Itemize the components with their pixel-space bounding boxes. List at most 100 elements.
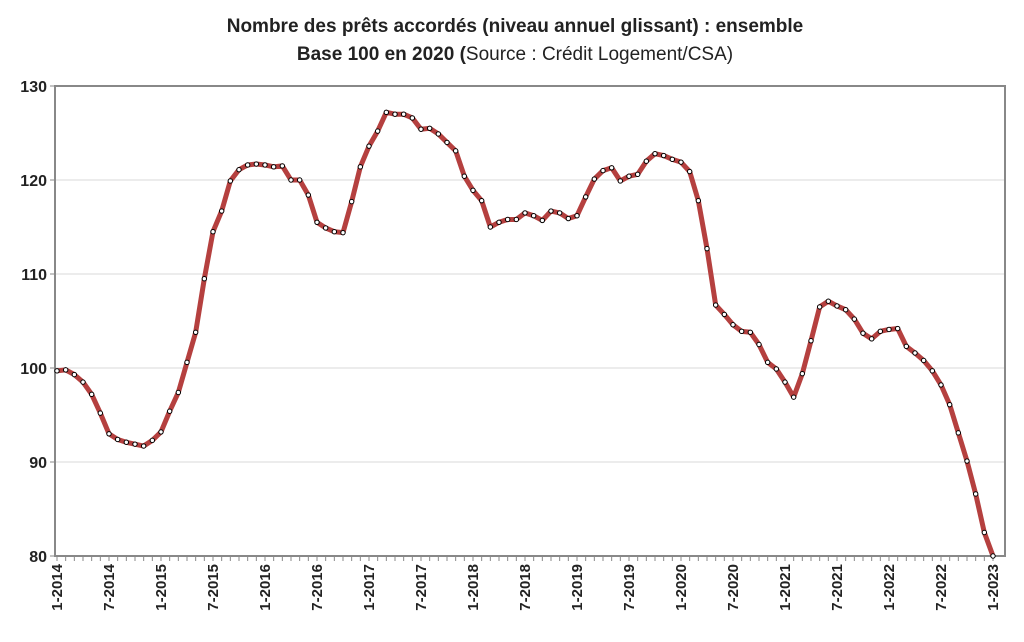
data-point: [877, 328, 884, 335]
y-tick-label: 90: [29, 455, 47, 472]
x-tick-label: 7-2022: [933, 564, 950, 611]
data-point: [366, 143, 372, 149]
data-point: [392, 111, 398, 117]
data-point: [946, 401, 953, 408]
data-point: [88, 391, 95, 398]
data-point: [270, 164, 277, 170]
data-point: [114, 436, 121, 443]
data-point: [175, 389, 182, 396]
x-tick-label: 1-2018: [465, 564, 482, 611]
data-point: [920, 357, 927, 364]
data-point: [851, 316, 858, 322]
data-point: [894, 325, 901, 332]
data-point: [201, 276, 208, 282]
x-tick-label: 1-2023: [985, 564, 1002, 611]
data-point: [218, 208, 225, 214]
data-point: [140, 443, 147, 449]
subtitle-source: Source : Crédit Logement/CSA): [466, 44, 733, 65]
data-point: [955, 430, 962, 436]
data-point: [305, 192, 312, 198]
data-point: [565, 215, 572, 222]
x-tick-label: 7-2016: [309, 564, 326, 611]
data-point: [322, 225, 329, 231]
x-tick-label: 7-2018: [517, 564, 534, 611]
x-tick-label: 1-2016: [257, 564, 274, 611]
data-point: [591, 176, 598, 182]
data-point: [868, 336, 875, 342]
data-point: [409, 115, 416, 121]
data-point: [400, 111, 407, 117]
data-point: [374, 128, 381, 134]
data-point: [461, 173, 468, 179]
data-point: [808, 338, 814, 344]
data-point: [62, 367, 69, 373]
x-tick-label: 7-2014: [101, 563, 118, 610]
x-tick-label: 7-2015: [205, 564, 222, 611]
data-point: [764, 359, 771, 366]
data-point: [97, 410, 104, 416]
data-point: [314, 219, 320, 226]
x-tick-label: 1-2020: [673, 564, 690, 611]
data-point: [981, 529, 988, 536]
data-point: [747, 329, 754, 335]
data-point: [556, 210, 563, 216]
data-point: [487, 224, 494, 230]
data-point: [669, 156, 676, 163]
data-point: [695, 197, 702, 204]
data-point: [418, 126, 424, 132]
data-point: [331, 229, 338, 235]
y-tick-label: 120: [20, 173, 47, 190]
x-tick-label: 7-2020: [725, 564, 742, 611]
data-point: [574, 213, 580, 219]
data-point: [626, 173, 632, 179]
data-point: [964, 458, 970, 464]
data-point: [244, 162, 251, 168]
data-point: [123, 439, 130, 445]
data-point: [660, 152, 667, 159]
subtitle-bold: Base 100 en 2020 (: [297, 44, 467, 65]
data-point: [478, 197, 485, 204]
data-point: [929, 368, 936, 374]
data-point: [825, 298, 832, 304]
data-point: [513, 216, 520, 223]
data-point: [227, 178, 234, 184]
data-point: [348, 198, 355, 205]
data-point: [236, 166, 242, 173]
data-point: [582, 194, 589, 200]
data-point: [834, 303, 840, 309]
data-point: [452, 148, 459, 154]
data-point: [652, 150, 658, 157]
data-point: [990, 553, 996, 559]
data-point: [54, 368, 60, 374]
data-point: [80, 379, 86, 385]
data-point: [721, 311, 728, 318]
data-point: [842, 307, 849, 313]
data-point: [903, 343, 910, 350]
data-point: [712, 302, 719, 308]
data-point: [504, 216, 511, 223]
x-tick-label: 1-2017: [361, 564, 378, 611]
data-point: [530, 213, 537, 219]
data-point: [730, 322, 736, 328]
data-point: [886, 326, 892, 333]
data-point: [184, 359, 190, 366]
data-point: [678, 159, 684, 165]
data-point: [790, 394, 797, 400]
data-point: [782, 379, 788, 385]
data-point: [106, 431, 112, 437]
data-point: [756, 341, 762, 348]
data-point: [912, 350, 918, 356]
x-tick-label: 7-2017: [413, 564, 430, 611]
x-tick-label: 1-2021: [777, 564, 794, 611]
y-tick-label: 80: [29, 549, 47, 566]
data-point: [860, 330, 866, 336]
data-point: [262, 162, 268, 168]
data-point: [210, 229, 216, 235]
data-point: [634, 171, 641, 178]
data-point: [522, 210, 528, 216]
data-point: [972, 491, 979, 497]
data-point: [435, 131, 442, 137]
plot-frame: [54, 85, 1006, 557]
data-point: [548, 208, 554, 214]
